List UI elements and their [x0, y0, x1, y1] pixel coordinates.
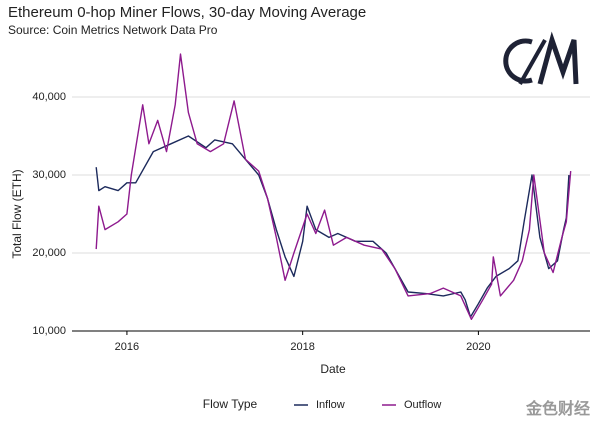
x-tick-label: 2018	[290, 341, 314, 353]
y-axis-label: Total Flow (ETH)	[10, 169, 24, 258]
line	[95, 53, 572, 320]
logo	[503, 31, 579, 85]
legend-label: Inflow	[316, 399, 345, 411]
y-tick-label: 10,000	[32, 325, 66, 337]
legend-label: Outflow	[404, 399, 441, 411]
x-tick-label: 2016	[115, 341, 139, 353]
x-axis-label: Date	[320, 362, 346, 376]
watermark: 金色财经	[525, 399, 590, 418]
y-tick-label: 30,000	[32, 169, 66, 181]
y-tick-label: 20,000	[32, 247, 66, 259]
y-tick-label: 40,000	[32, 91, 66, 103]
chart-subtitle: Source: Coin Metrics Network Data Pro	[8, 23, 218, 37]
line	[95, 135, 570, 318]
x-tick-label: 2020	[466, 341, 490, 353]
legend-title: Flow Type	[203, 397, 258, 411]
chart-title: Ethereum 0-hop Miner Flows, 30-day Movin…	[8, 4, 366, 21]
